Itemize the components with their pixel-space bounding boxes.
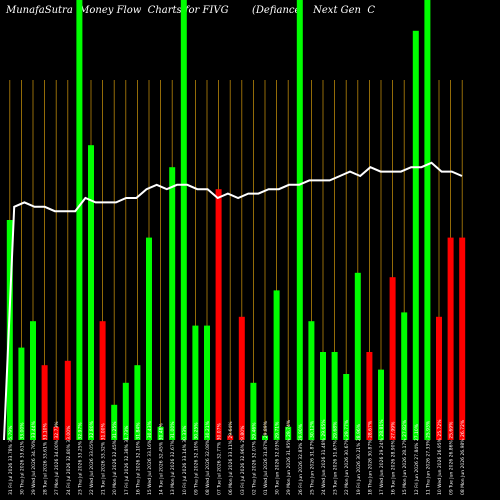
bar-21	[238, 316, 245, 440]
x-tick-label: 23 Thu Jul 2026 33.25% 32.97%	[77, 422, 83, 495]
x-tick-label: 28 Tue Jul 2026 33.61% 33.10%	[43, 423, 49, 495]
x-tick-label: 18 Thu Jun 2026 30.87% 28.67%	[367, 420, 373, 495]
bar-10	[111, 404, 118, 440]
x-tick-label: 22 Wed Jul 2026 33.05% 32.80%	[89, 420, 95, 495]
bar-16	[180, 0, 187, 440]
x-tick-label: 27 Mon Jul 2026 34.00% 32.73%	[54, 421, 60, 495]
x-tick-label: 17 Fri Jul 2026 32.38% 31.73%	[124, 425, 130, 495]
bar-28	[320, 352, 326, 440]
bar-35	[401, 312, 408, 440]
bar-11	[122, 382, 129, 440]
x-tick-label: 31 Fri Jul 2026 33.78% 35.79%	[8, 425, 14, 495]
x-tick-label: 30 Thu Jul 2026 33.61% 33.00%	[19, 422, 25, 495]
bar-22	[250, 382, 257, 440]
x-tick-label: 22 Mon Jun 2026 30.67% 29.77%	[344, 419, 350, 495]
money-flow-line	[3, 161, 463, 441]
x-tick-label: 21 Tue Jul 2026 33.32% 31.00%	[101, 423, 107, 495]
bar-29	[331, 352, 338, 440]
bar-27	[308, 321, 315, 440]
bar-series	[6, 0, 466, 441]
chart-title: MunafaSutra Money Flow Charts for FIVG	[6, 5, 229, 16]
x-tick-label: 12 Fri Jun 2026 27.84% 27.10%	[414, 423, 420, 495]
x-tick-label: 08 Wed Jul 2026 32.08% 30.21%	[205, 420, 211, 495]
bar-37	[424, 0, 431, 440]
x-tick-label: 15 Wed Jul 2026 33.16% 30.43%	[147, 420, 153, 495]
bar-39	[447, 237, 454, 440]
x-tick-label: 11 Thu Jun 2026 27.33% 25.93%	[425, 420, 431, 495]
bar-15	[169, 167, 176, 440]
bar-40	[459, 237, 466, 440]
x-tick-label: 19 Fri Jun 2026 30.21% 28.96%	[356, 423, 362, 495]
bar-13	[146, 237, 152, 440]
bar-30	[343, 374, 350, 440]
bar-9	[99, 321, 106, 440]
x-tick-label: 14 Tue Jul 2026 32.45% 30.48%	[159, 423, 165, 495]
bar-23	[262, 435, 268, 440]
x-tick-label: 08 Mon Jun 2026 26.98% 26.72%	[460, 419, 466, 495]
bar-32	[366, 352, 373, 440]
x-tick-label: 10 Fri Jul 2026 33.14% 30.33%	[182, 425, 188, 495]
x-tick-label: 29 Mon Jun 2026 31.95% 29.74%	[286, 419, 292, 495]
x-tick-label: 30 Tue Jun 2026 32.03% 29.71%	[275, 421, 281, 495]
x-tick-label: 09 Thu Jul 2026 32.10% 30.25%	[193, 422, 199, 495]
x-tick-label: 15 Mon Jun 2026 28.17% 27.82%	[402, 419, 408, 495]
bar-33	[378, 369, 384, 440]
bar-5	[53, 426, 60, 440]
bar-7	[76, 0, 83, 440]
x-tick-label: 02 Thu Jul 2026 32.07% 29.46%	[251, 422, 257, 495]
x-tick-label: 24 Fri Jul 2026 32.80% 33.00%	[66, 425, 72, 495]
x-tick-label: 07 Tue Jul 2026 32.77% 30.07%	[217, 423, 223, 495]
x-tick-label: 23 Tue Jun 2026 31.67% 29.68%	[333, 421, 339, 495]
line-series	[3, 161, 463, 441]
x-tick-label: 17 Wed Jun 2026 29.24% 28.81%	[379, 419, 385, 495]
x-tick-label: 06 Mon Jul 2026 33.11% 29.64%	[228, 421, 234, 495]
x-tick-label: 29 Wed Jul 2026 34.76% 33.44%	[31, 420, 37, 495]
bar-4	[41, 365, 48, 440]
bar-26	[296, 0, 303, 440]
bar-19	[215, 189, 222, 440]
bar-20	[227, 435, 234, 440]
bar-3	[30, 321, 36, 440]
bar-6	[64, 360, 71, 440]
bar-17	[192, 325, 199, 440]
chart-subtitle: (Defiance Next Gen C	[252, 5, 376, 16]
bar-8	[88, 145, 94, 440]
bar-36	[412, 30, 419, 441]
x-tick-label: 25 Thu Jun 2026 31.87% 30.12%	[309, 420, 315, 495]
bar-18	[204, 325, 210, 440]
x-tick-label: 01 Wed Jul 2026 31.87% 29.89%	[263, 420, 269, 495]
x-tick-label: 20 Mon Jul 2026 32.45% 31.25%	[112, 421, 118, 495]
bar-34	[389, 277, 396, 440]
x-tick-label: 24 Wed Jun 2026 31.48% 29.65%	[321, 419, 327, 495]
bar-14	[157, 426, 164, 440]
x-tick-label: 03 Fri Jul 2026 32.96% 29.80%	[240, 425, 246, 495]
bar-38	[436, 316, 442, 440]
x-tick-label: 16 Tue Jun 2026 28.90% 27.99%	[391, 421, 397, 495]
bar-24	[273, 290, 280, 440]
bar-31	[354, 272, 361, 440]
bar-2	[18, 347, 25, 440]
x-tick-label: 26 Fri Jun 2026 32.83% 29.90%	[298, 423, 304, 495]
x-tick-label: 16 Thu Jul 2026 32.10% 31.84%	[135, 422, 141, 495]
x-tick-label: 13 Mon Jul 2026 32.67% 31.00%	[170, 421, 176, 495]
bar-25	[285, 426, 292, 440]
x-tick-label: 10 Wed Jun 2026 26.95% 25.72%	[437, 419, 443, 495]
x-axis-labels: 31 Fri Jul 2026 33.78% 35.79% 30 Thu Jul …	[8, 419, 466, 495]
bar-12	[134, 365, 141, 440]
x-tick-label: 09 Tue Jun 2026 26.86% 25.69%	[449, 421, 455, 495]
